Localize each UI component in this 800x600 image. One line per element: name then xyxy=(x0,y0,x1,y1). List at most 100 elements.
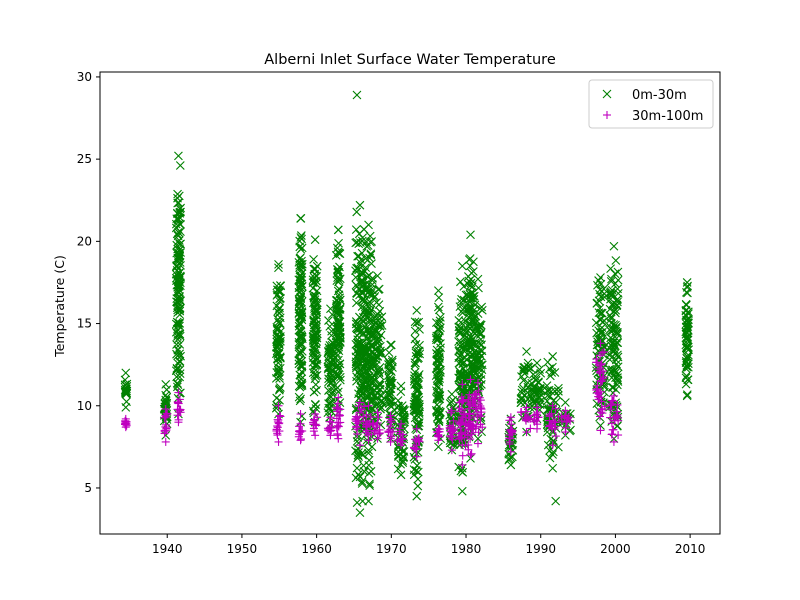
data-point xyxy=(331,384,341,394)
data-point xyxy=(606,333,615,343)
data-point xyxy=(454,322,464,332)
data-point xyxy=(366,412,375,421)
legend-label: 30m-100m xyxy=(632,109,703,124)
data-point xyxy=(436,339,445,348)
data-point xyxy=(566,416,575,425)
data-point xyxy=(353,251,362,261)
data-point xyxy=(386,427,395,436)
data-point xyxy=(176,405,185,414)
data-point xyxy=(386,380,395,390)
data-point xyxy=(460,433,469,442)
data-point xyxy=(517,395,526,405)
data-point xyxy=(433,286,443,296)
data-point xyxy=(468,267,478,276)
data-point xyxy=(683,307,693,317)
data-point xyxy=(413,418,423,428)
data-point xyxy=(473,274,483,284)
x-tick-label: 1940 xyxy=(152,542,183,556)
data-point xyxy=(174,415,183,424)
data-point xyxy=(174,151,183,161)
data-point xyxy=(411,339,421,349)
data-point xyxy=(600,347,609,356)
data-point xyxy=(176,272,186,282)
data-point xyxy=(310,349,320,358)
data-point xyxy=(607,373,617,383)
data-point xyxy=(324,377,333,387)
data-point xyxy=(412,445,421,454)
data-point xyxy=(476,412,485,421)
data-point xyxy=(311,404,321,413)
data-point xyxy=(352,289,362,298)
data-point xyxy=(471,340,481,350)
data-point xyxy=(433,382,443,392)
data-point xyxy=(313,413,322,422)
data-point xyxy=(458,460,467,469)
data-point xyxy=(611,308,620,318)
data-point xyxy=(374,320,383,330)
data-point xyxy=(296,233,306,242)
data-point xyxy=(432,349,442,359)
data-point xyxy=(477,360,487,370)
data-point xyxy=(605,304,615,314)
data-point xyxy=(368,358,378,367)
data-point xyxy=(398,405,408,415)
data-point xyxy=(336,418,345,427)
data-point xyxy=(446,408,455,417)
data-point xyxy=(334,434,343,443)
data-point xyxy=(464,255,474,265)
data-point xyxy=(172,363,182,373)
data-point xyxy=(309,317,319,327)
data-point xyxy=(457,392,466,401)
data-point xyxy=(173,305,182,315)
data-point xyxy=(172,261,182,271)
data-point xyxy=(681,305,691,315)
data-point xyxy=(275,296,285,306)
y-axis-label: Temperature (C) xyxy=(52,255,67,358)
chart-title: Alberni Inlet Surface Water Temperature xyxy=(264,52,556,68)
data-point xyxy=(470,398,479,407)
data-point xyxy=(351,225,361,234)
data-point xyxy=(296,231,306,240)
data-point xyxy=(609,437,618,446)
data-point xyxy=(594,276,603,285)
data-point xyxy=(272,325,282,335)
data-point xyxy=(121,388,130,398)
data-point xyxy=(474,400,483,409)
data-point xyxy=(413,349,423,358)
data-point xyxy=(466,435,475,444)
data-point xyxy=(608,347,618,357)
data-point xyxy=(121,368,131,378)
data-point xyxy=(370,292,380,301)
data-point xyxy=(434,390,444,400)
data-point xyxy=(433,324,443,334)
data-point xyxy=(363,325,373,335)
data-point xyxy=(456,327,466,337)
data-point xyxy=(595,304,605,313)
data-point xyxy=(295,396,305,406)
data-point xyxy=(595,412,604,421)
data-point xyxy=(272,330,282,339)
data-point xyxy=(121,386,130,396)
data-point xyxy=(455,369,465,379)
data-point xyxy=(612,412,621,421)
data-point xyxy=(387,432,396,441)
data-point xyxy=(375,401,385,410)
data-point xyxy=(365,253,374,263)
data-point xyxy=(295,253,305,263)
data-point xyxy=(526,414,535,423)
y-tick-label: 10 xyxy=(77,399,92,413)
data-point xyxy=(597,377,606,386)
data-point xyxy=(543,387,553,396)
data-point xyxy=(507,426,516,435)
data-point xyxy=(294,299,304,309)
data-point xyxy=(410,367,420,377)
data-point xyxy=(455,435,464,444)
data-point xyxy=(175,372,185,382)
data-point xyxy=(554,383,563,393)
data-point xyxy=(273,363,283,373)
x-tick-label: 1950 xyxy=(227,542,258,556)
data-point xyxy=(173,227,183,237)
data-point xyxy=(447,406,456,415)
data-point xyxy=(332,362,341,372)
data-point xyxy=(591,318,601,328)
